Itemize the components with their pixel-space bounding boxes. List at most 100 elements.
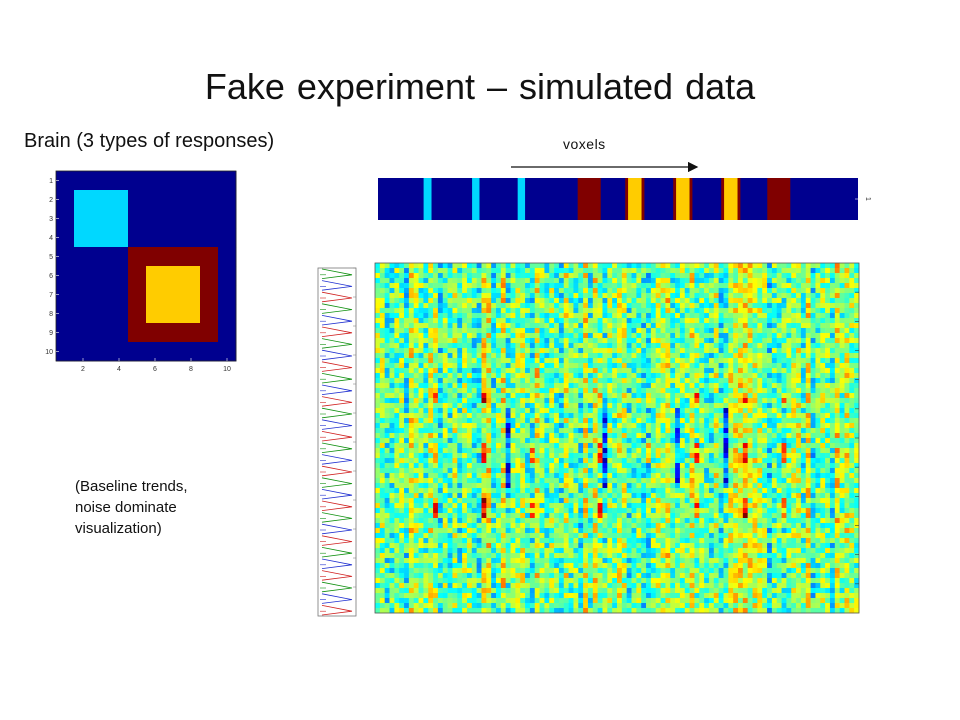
trace-segment — [321, 396, 353, 407]
heatmap-cell — [437, 293, 444, 299]
heatmap-cell — [549, 378, 555, 384]
heatmap-cell — [636, 438, 642, 444]
heatmap-cell — [786, 463, 792, 469]
heatmap-cell — [583, 398, 589, 404]
heatmap-cell — [776, 438, 782, 444]
heatmap-cell — [563, 423, 569, 429]
heatmap-cell — [505, 448, 511, 454]
heatmap-cell — [563, 283, 569, 289]
heatmap-cell — [394, 468, 400, 474]
brain-cell — [74, 323, 93, 343]
heatmap-cell — [733, 318, 739, 324]
heatmap-cell — [747, 338, 753, 344]
heatmap-cell — [723, 348, 729, 354]
heatmap-cell — [713, 303, 719, 309]
heatmap-cell — [834, 478, 840, 484]
voxel-stripe-cyan — [517, 178, 526, 220]
heatmap-cell — [394, 498, 400, 504]
heatmap-cell — [525, 308, 531, 314]
heatmap-cell — [781, 323, 787, 329]
heatmap-cell — [583, 488, 589, 494]
heatmap-cell — [447, 373, 453, 379]
heatmap-cell — [375, 368, 381, 374]
heatmap-cell — [568, 283, 574, 289]
heatmap-cell — [713, 308, 719, 314]
heatmap-cell — [481, 398, 487, 404]
brain-cell — [218, 171, 237, 191]
heatmap-cell — [621, 358, 627, 364]
heatmap-cell — [394, 408, 400, 414]
heatmap-cell — [418, 273, 424, 279]
heatmap-cell — [757, 338, 763, 344]
heatmap-cell — [670, 318, 676, 324]
brain-cell — [92, 266, 111, 286]
heatmap-cell — [437, 393, 444, 399]
heatmap-cell — [747, 408, 753, 414]
heatmap-cell — [592, 333, 598, 339]
heatmap-cell — [805, 338, 811, 344]
heatmap-cell — [723, 353, 729, 359]
heatmap-cell — [510, 438, 516, 444]
heatmap-cell — [612, 408, 618, 414]
heatmap-cell — [800, 328, 807, 334]
heatmap-cell — [854, 263, 860, 269]
heatmap-cell — [704, 383, 710, 389]
heatmap-cell — [500, 483, 506, 489]
heatmap-cell — [408, 338, 415, 344]
heatmap-cell — [699, 493, 705, 499]
heatmap-cell — [437, 263, 444, 269]
heatmap-cell — [713, 448, 719, 454]
heatmap-cell — [592, 378, 598, 384]
heatmap-cell — [583, 443, 589, 449]
heatmap-cell — [839, 293, 845, 299]
heatmap-cell — [597, 338, 603, 344]
heatmap-cell — [660, 433, 666, 439]
heatmap-cell — [747, 478, 753, 484]
heatmap-cell — [520, 483, 526, 489]
heatmap-cell — [394, 448, 400, 454]
heatmap-cell — [617, 263, 623, 269]
heatmap-cell — [825, 383, 831, 389]
heatmap-cell — [500, 378, 506, 384]
heatmap-cell — [718, 268, 724, 274]
heatmap-cell — [447, 308, 453, 314]
heatmap-cell — [708, 353, 715, 359]
heatmap-cell — [505, 473, 511, 479]
heatmap-cell — [554, 363, 560, 369]
heatmap-cell — [520, 358, 526, 364]
heatmap-cell — [389, 283, 395, 289]
heatmap-cell — [825, 458, 831, 464]
heatmap-cell — [491, 278, 497, 284]
heatmap-cell — [481, 293, 487, 299]
heatmap-cell — [699, 373, 705, 379]
heatmap-cell — [733, 328, 739, 334]
heatmap-cell — [529, 488, 536, 494]
heatmap-cell — [694, 318, 700, 324]
heatmap-cell — [466, 408, 473, 414]
heatmap-cell — [646, 483, 652, 489]
brain-cell — [110, 171, 129, 191]
heatmap-cell — [462, 293, 468, 299]
brain-cell — [110, 342, 129, 362]
heatmap-cell — [568, 263, 574, 269]
heatmap-cell — [423, 498, 429, 504]
heatmap-cell — [810, 443, 816, 449]
heatmap-cell — [786, 403, 792, 409]
heatmap-cell — [689, 358, 695, 364]
heatmap-cell — [418, 453, 424, 459]
heatmap-cell — [752, 368, 758, 374]
heatmap-cell — [800, 493, 807, 499]
trace-segment — [321, 419, 353, 430]
heatmap-cell — [496, 438, 502, 444]
heatmap-cell — [713, 403, 719, 409]
heatmap-cell — [810, 288, 816, 294]
heatmap-cell — [491, 268, 497, 274]
heatmap-cell — [607, 483, 613, 489]
heatmap-cell — [515, 413, 521, 419]
heatmap-cell — [747, 448, 753, 454]
heatmap-cell — [733, 458, 739, 464]
heatmap-cell — [684, 303, 690, 309]
heatmap-cell — [699, 353, 705, 359]
heatmap-cell — [805, 293, 811, 299]
heatmap-cell — [592, 418, 598, 424]
